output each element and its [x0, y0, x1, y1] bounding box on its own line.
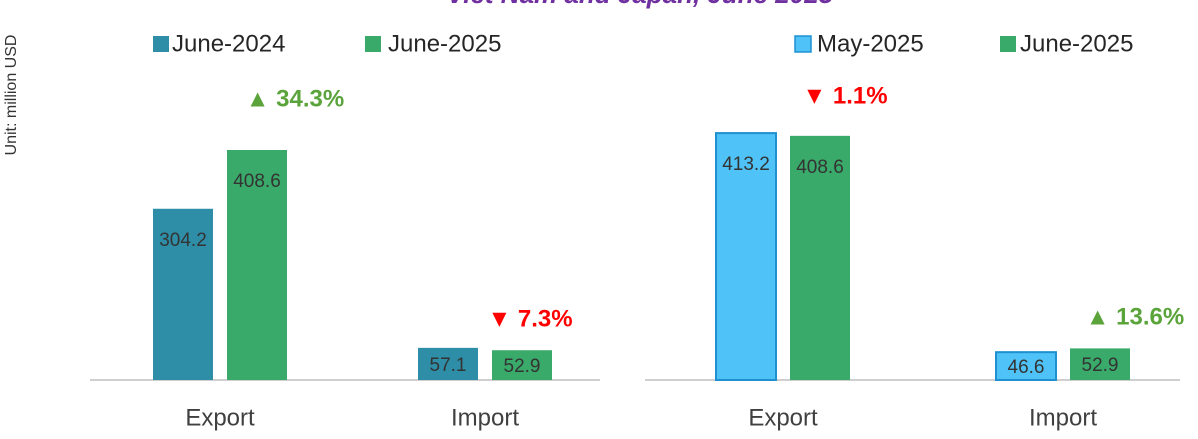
bar [153, 208, 213, 380]
legend-label: May-2025 [817, 30, 924, 57]
legend-swatch [365, 36, 381, 52]
bar [418, 347, 478, 380]
annotation: ▲ 34.3% [246, 85, 344, 112]
bar [1070, 348, 1130, 380]
legend-label: June-2025 [1020, 30, 1133, 57]
bar [227, 149, 287, 380]
data-label: 52.9 [504, 356, 541, 377]
legend-label: June-2024 [172, 30, 285, 57]
bar [715, 132, 777, 381]
data-label: 46.6 [1008, 357, 1045, 378]
bar [492, 350, 552, 380]
annotation: ▼ 7.3% [487, 305, 572, 332]
legend-swatch [794, 35, 812, 53]
data-label: 52.9 [1082, 355, 1119, 376]
annotation: ▲ 13.6% [1086, 303, 1184, 330]
legend-swatch [1000, 36, 1016, 52]
annotation: ▼ 1.1% [802, 82, 887, 109]
legend-label: June-2025 [388, 30, 501, 57]
bar [995, 351, 1057, 382]
unit-label: Unit: million USD [3, 35, 20, 156]
data-label: 408.6 [796, 157, 844, 178]
x-tick-label: Export [748, 404, 818, 431]
data-label: 413.2 [722, 154, 770, 175]
data-label: 408.6 [233, 171, 281, 192]
bar [790, 135, 850, 380]
data-label: 57.1 [430, 355, 467, 376]
chart-title: Viet Nam and Japan, June 2025 [447, 0, 834, 9]
data-label: 304.2 [159, 230, 207, 251]
x-tick-label: Import [1029, 404, 1097, 431]
legend-swatch [153, 36, 169, 52]
x-tick-label: Import [451, 404, 519, 431]
x-tick-label: Export [185, 404, 255, 431]
